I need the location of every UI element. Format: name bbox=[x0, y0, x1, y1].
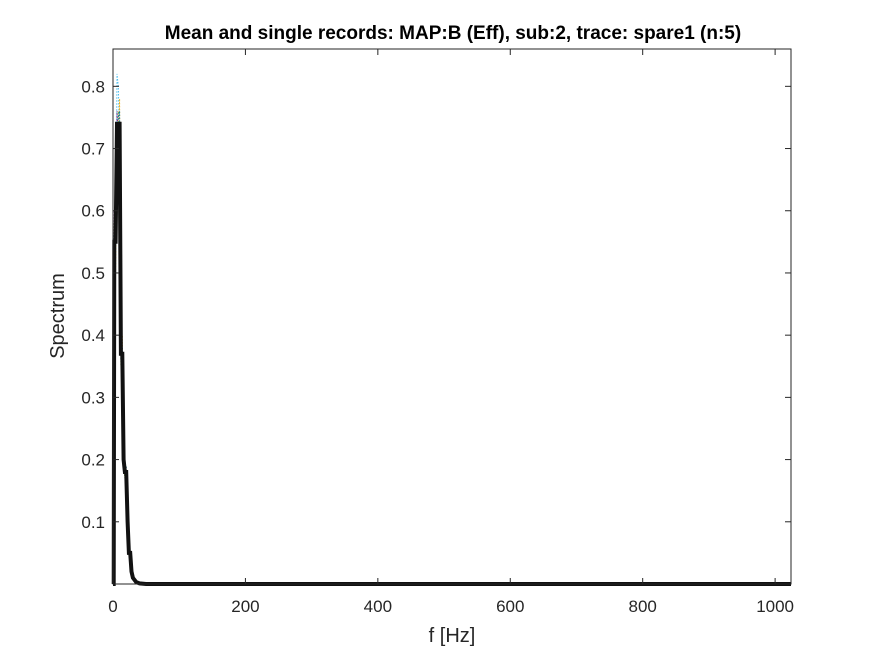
y-tick-label: 0.1 bbox=[81, 513, 105, 532]
y-axis-label: Spectrum bbox=[47, 273, 69, 359]
x-tick-label: 1000 bbox=[756, 597, 794, 616]
y-tick-label: 0.8 bbox=[81, 77, 105, 96]
axes-box bbox=[112, 48, 792, 585]
x-axis-label: f [Hz] bbox=[429, 625, 476, 647]
plot-area bbox=[111, 73, 791, 586]
y-tick-label: 0.5 bbox=[81, 264, 105, 283]
x-tick-label: 200 bbox=[231, 597, 259, 616]
x-ticks: 0 200 400 600 800 1000 bbox=[108, 49, 794, 616]
y-tick-label: 0.7 bbox=[81, 140, 105, 159]
x-tick-label: 0 bbox=[108, 597, 117, 616]
y-tick-label: 0.6 bbox=[81, 202, 105, 221]
chart-title: Mean and single records: MAP:B (Eff), su… bbox=[165, 23, 741, 44]
x-tick-label: 800 bbox=[629, 597, 657, 616]
y-ticks: 0.1 0.2 0.3 0.4 0.5 0.6 0.7 0.8 bbox=[81, 77, 791, 532]
y-tick-label: 0.4 bbox=[81, 326, 105, 345]
x-tick-label: 600 bbox=[496, 597, 524, 616]
x-tick-label: 400 bbox=[364, 597, 392, 616]
y-tick-label: 0.3 bbox=[81, 388, 105, 407]
series-line-mean bbox=[111, 121, 791, 586]
y-tick-label: 0.2 bbox=[81, 451, 105, 470]
